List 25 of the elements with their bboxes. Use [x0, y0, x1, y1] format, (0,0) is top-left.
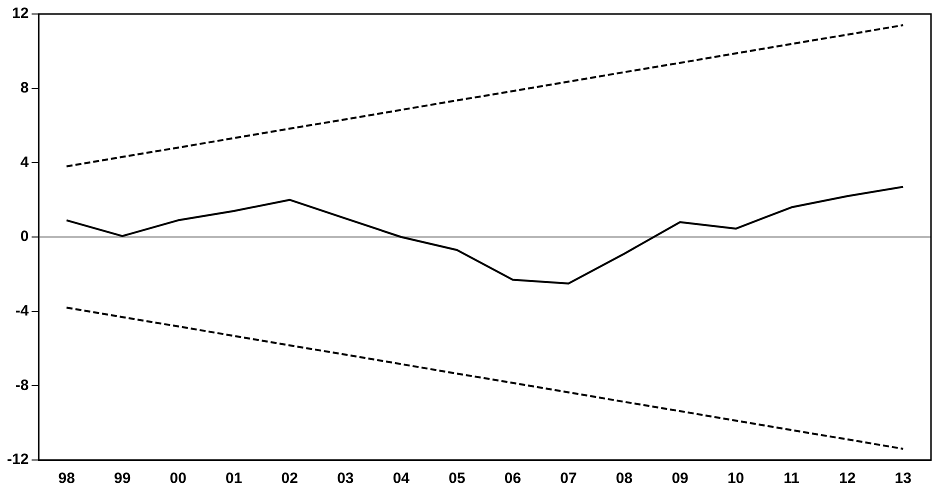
x-tick-label: 04: [392, 470, 410, 488]
x-tick-label: 07: [560, 470, 577, 488]
x-tick-label: 00: [170, 470, 186, 488]
y-tick-label: 8: [20, 79, 29, 96]
x-tick-label: 08: [616, 470, 633, 488]
x-tick-label: 13: [894, 470, 912, 488]
y-tick-label: -12: [6, 451, 29, 468]
y-tick-label: -8: [15, 376, 29, 394]
x-tick-label: 10: [727, 470, 744, 488]
x-tick-label: 03: [337, 470, 354, 488]
x-tick-label: 12: [839, 470, 856, 488]
y-tick-label: 4: [20, 154, 30, 171]
y-tick-label: 0: [20, 228, 29, 246]
x-tick-label: 99: [114, 470, 131, 488]
y-tick-label: -4: [15, 302, 30, 320]
x-tick-label: 11: [784, 470, 800, 488]
x-tick-label: 02: [281, 470, 298, 488]
x-tick-label: 05: [448, 470, 466, 488]
x-tick-label: 09: [672, 470, 688, 488]
line-series: [66, 24, 904, 168]
x-tick-label: 01: [226, 470, 242, 488]
y-tick-label: 12: [12, 5, 29, 22]
x-tick-label: 06: [504, 470, 522, 488]
line-series: [66, 306, 904, 450]
x-tick-label: 98: [58, 470, 75, 488]
